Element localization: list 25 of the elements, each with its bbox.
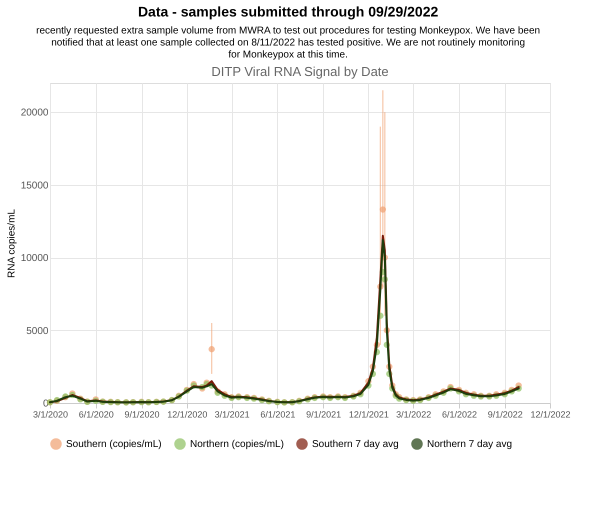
chart-subtitle: DITP Viral RNA Signal by Date	[211, 64, 389, 79]
y-tick-label: 10000	[20, 253, 49, 264]
legend-label: Southern (copies/mL)	[66, 439, 162, 450]
x-tick-label: 9/1/2022	[488, 410, 523, 420]
legend-label: Southern 7 day avg	[312, 439, 399, 450]
x-tick-label: 12/1/2020	[167, 410, 208, 420]
x-tick-label: 9/1/2020	[124, 410, 160, 420]
y-tick-label: 15000	[20, 180, 49, 192]
x-tick-label: 6/1/2020	[78, 410, 114, 420]
x-tick-label: 3/1/2021	[214, 410, 250, 420]
x-tick-label: 12/1/2022	[530, 410, 571, 420]
x-tick-label: 6/1/2022	[442, 410, 477, 420]
y-tick-label: 20000	[20, 108, 49, 119]
x-tick-label: 3/1/2020	[32, 410, 68, 420]
chart-title: Data - samples submitted through 09/29/2022	[138, 4, 438, 20]
y-tick-label: 5000	[26, 326, 49, 337]
text: recently requested extra sample volume from MWRA to test out procedures for testing Monkeypox. We have been notified that at least one sample collected on 8/11/2022 has tested positive. We are not routinely monitoring for Monkeypox at this time.	[36, 26, 540, 60]
y-tick-label: 0	[42, 398, 49, 410]
y-axis-title: RNA copies/mL	[6, 208, 18, 278]
legend-label: Northern (copies/mL)	[190, 439, 284, 450]
x-tick-label: 6/1/2021	[260, 410, 296, 420]
x-tick-label: 9/1/2021	[306, 410, 342, 420]
x-tick-label: 12/1/2021	[348, 410, 389, 420]
x-tick-label: 3/1/2022	[396, 410, 432, 420]
legend-label: Northern 7 day avg	[427, 439, 512, 450]
